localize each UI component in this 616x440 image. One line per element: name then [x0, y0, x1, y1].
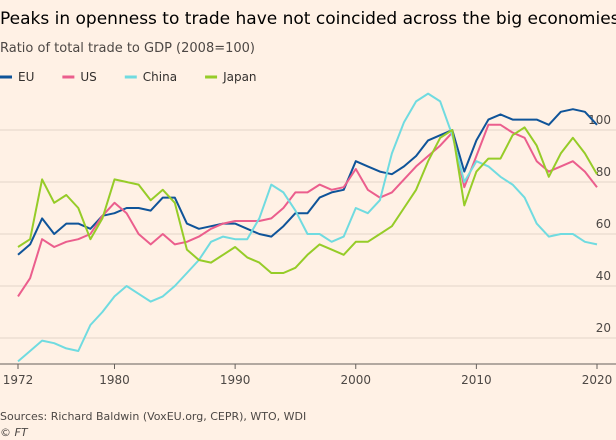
series-line: [17, 92, 598, 363]
series-line: [17, 126, 598, 274]
credit: © FT: [0, 426, 29, 439]
x-tick-label: 1972: [3, 373, 34, 387]
series-line: [17, 108, 598, 256]
chart-subtitle: Ratio of total trade to GDP (2008=100): [0, 41, 255, 56]
y-tick-label: 80: [596, 165, 611, 179]
x-tick-label: 2020: [582, 373, 613, 387]
legend-label: China: [143, 70, 177, 84]
legend-label: US: [80, 70, 96, 84]
x-tick-label: 1980: [99, 373, 130, 387]
y-tick-label: 100: [588, 113, 611, 127]
y-tick-label: 40: [596, 269, 611, 283]
x-tick-label: 2000: [340, 373, 371, 387]
y-tick-label: 20: [596, 321, 611, 335]
series-line: [17, 123, 598, 297]
legend-label: EU: [18, 70, 34, 84]
y-tick-label: 60: [596, 217, 611, 231]
source: Sources: Richard Baldwin (VoxEU.org, CEP…: [0, 410, 306, 423]
x-tick-label: 2010: [461, 373, 492, 387]
chart-title: Peaks in openness to trade have not coin…: [0, 9, 616, 29]
x-tick-label: 1990: [220, 373, 251, 387]
legend-label: Japan: [222, 70, 256, 84]
